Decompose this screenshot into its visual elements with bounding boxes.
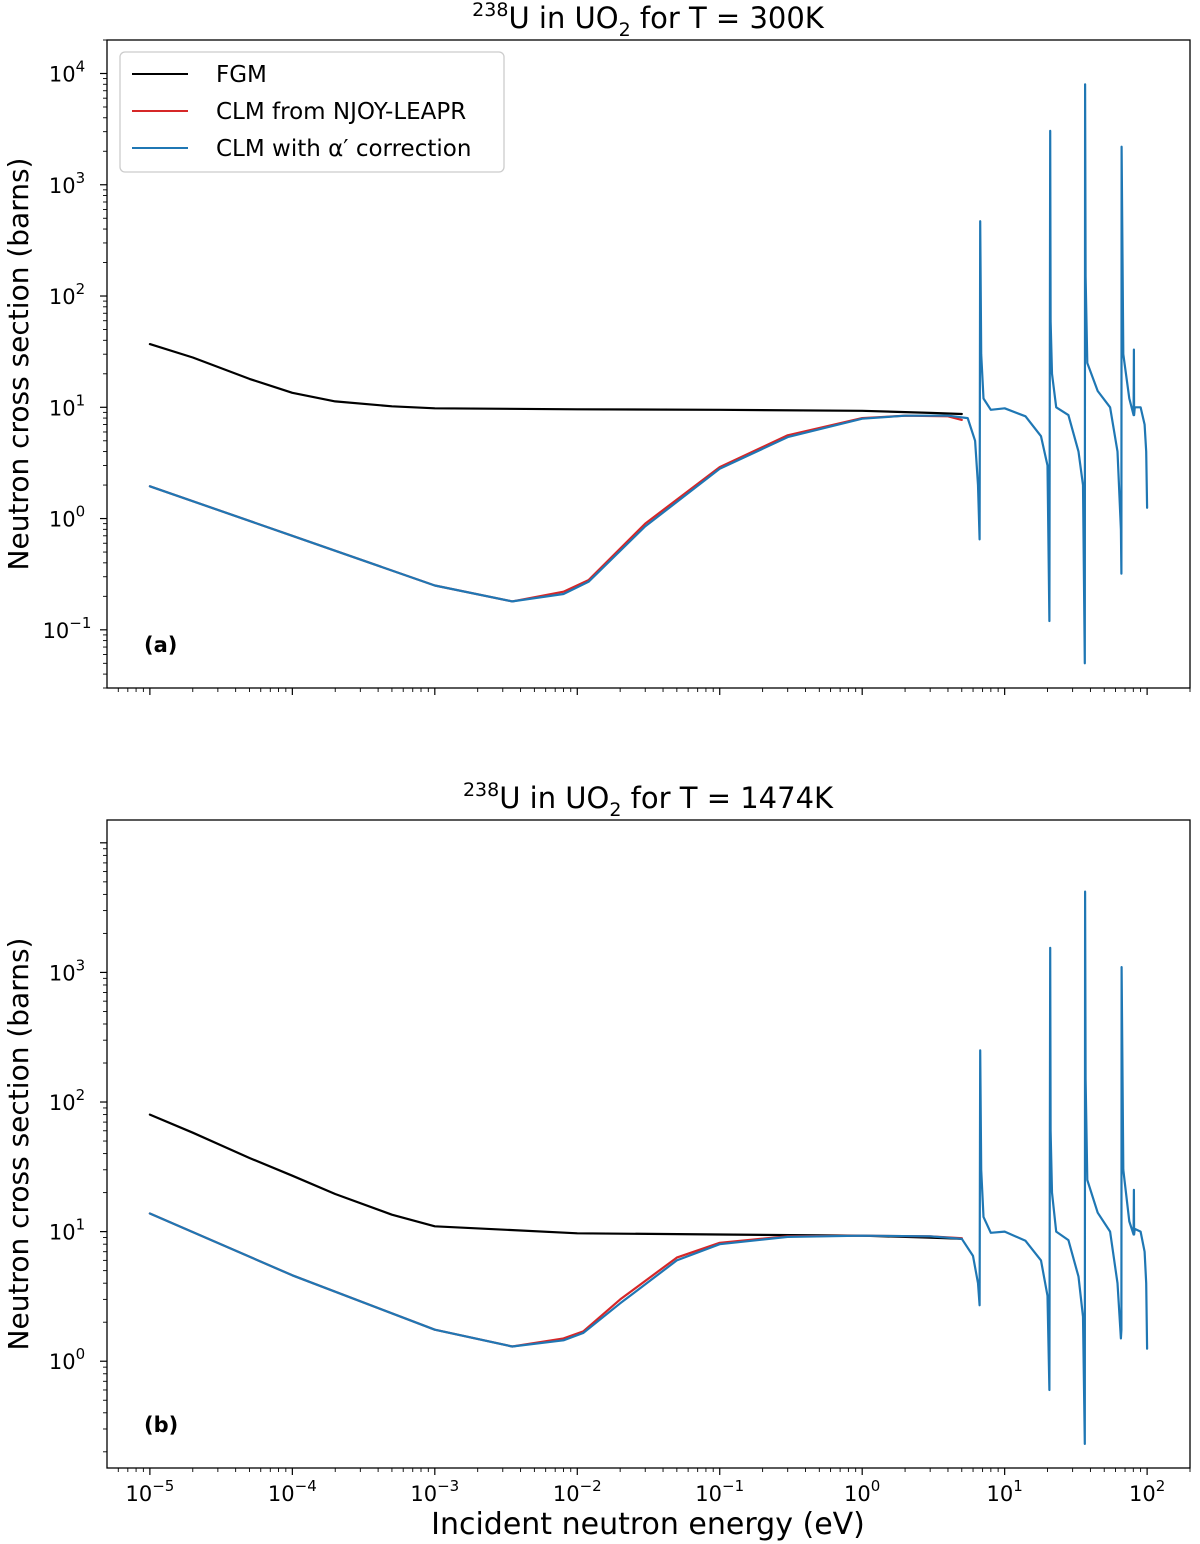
legend: FGM CLM from NJOY-LEAPR CLM with α′ corr… [119, 51, 505, 173]
panel-b-label: (b) [144, 1413, 178, 1437]
panel-a-y-tick-label: 101 [49, 391, 85, 420]
panel-a-y-tick-label: 100 [49, 503, 85, 532]
panel-b-series-clm-with-correction [148, 890, 1149, 1446]
x-tick-label: 10−3 [410, 1477, 459, 1506]
panel-a-title-sup: 238 [472, 0, 508, 21]
panel-a-series-fgm [148, 343, 963, 416]
panel-b-y-tick-label: 103 [49, 956, 85, 985]
panel-a-y-tick-label: 103 [49, 169, 85, 198]
panel-b-title: 238U in UO2 for T = 1474K [463, 779, 834, 821]
panel-b-plot: 10−5 10−4 10−3 10−2 10−1 100 101 102 100 101 102 10… [49, 842, 1191, 1506]
panel-a-frame [106, 39, 1191, 689]
panel-b-ylabel: Neutron cross section (barns) [2, 938, 35, 1351]
panel-a-ylabel: Neutron cross section (barns) [2, 158, 35, 571]
x-tick-label: 10−5 [125, 1477, 174, 1506]
legend-label-clm-alpha: CLM with α′ correction [216, 136, 471, 162]
panel-b-title-rest: for T = 1474K [621, 781, 834, 815]
legend-label-clm-leapr: CLM from NJOY-LEAPR [216, 99, 466, 125]
panel-b-title-sup: 238 [463, 779, 499, 801]
panel-a-y-tick-label: 102 [49, 280, 85, 309]
x-tick-label: 10−1 [695, 1477, 744, 1506]
legend-box [119, 51, 505, 173]
panel-a: 238U in UO2 for T = 300K 10−110010110210… [2, 0, 1191, 695]
panel-a-y-tick-label: 104 [49, 57, 85, 86]
panel-b-y-tick-label: 102 [49, 1086, 85, 1115]
legend-label-fgm: FGM [216, 62, 267, 88]
x-tick-label: 100 [844, 1477, 880, 1506]
x-axis-label: Incident neutron energy (eV) [431, 1507, 865, 1542]
x-tick-label: 101 [987, 1477, 1023, 1506]
panel-b-title-main: U in UO [499, 781, 609, 815]
panel-a-title-main: U in UO [508, 1, 618, 35]
panel-b-y-tick-label: 101 [49, 1216, 85, 1245]
panel-a-title: 238U in UO2 for T = 300K [472, 0, 825, 41]
x-tick-label: 10−4 [268, 1477, 317, 1506]
panel-a-title-sub: 2 [619, 19, 631, 41]
panel-a-title-rest: for T = 300K [631, 1, 825, 35]
panel-a-series-clm-with-correction [148, 83, 1149, 665]
x-tick-label: 102 [1129, 1477, 1165, 1506]
panel-b-frame [106, 819, 1191, 1469]
panel-b-title-sub: 2 [609, 799, 621, 821]
panel-a-y-tick-label: 10−1 [43, 614, 92, 643]
panel-b-y-tick-label: 100 [49, 1345, 85, 1374]
panel-b: 238U in UO2 for T = 1474K 10−5 10−4 10−3 10… [2, 779, 1191, 1506]
panel-a-plot: 10−1 100 101 102 103 104 [43, 39, 1191, 695]
x-tick-label: 10−2 [553, 1477, 602, 1506]
panel-a-label: (a) [144, 633, 177, 657]
